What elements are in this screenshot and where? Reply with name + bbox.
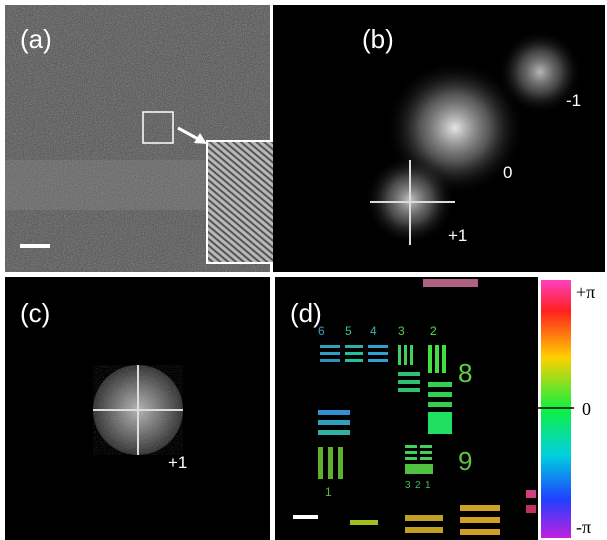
panel-label: (d) <box>290 298 322 328</box>
target-number: 4 <box>370 324 377 338</box>
panel-b: -1 0 +1 (b) <box>273 5 605 272</box>
order-minus1 <box>498 30 582 114</box>
target-number: 5 <box>345 324 352 338</box>
colorbar: +π 0 -π <box>538 280 595 538</box>
panel-d: 6 5 4 3 2 8 9 1 3 2 1 (d) <box>275 277 538 540</box>
colorbar-label: 0 <box>582 399 591 419</box>
panel-label: (b) <box>362 24 394 54</box>
colorbar-gradient <box>541 280 571 538</box>
order-label: -1 <box>566 91 581 110</box>
bar-groups <box>318 345 536 535</box>
order-label: 0 <box>503 163 512 182</box>
target-number: 3 <box>405 480 411 491</box>
target-number: 1 <box>325 485 332 499</box>
target-number: 6 <box>318 324 325 338</box>
target-number: 1 <box>425 480 431 491</box>
target-number: 8 <box>458 358 472 388</box>
edge-feature <box>423 279 478 287</box>
panel-label: (a) <box>20 24 52 54</box>
arrow-head <box>194 133 207 144</box>
panel-c: +1 (c) <box>5 277 270 540</box>
target-numbers: 6 5 4 3 2 8 9 1 3 2 1 <box>318 324 472 499</box>
target-number: 2 <box>430 324 437 338</box>
colorbar-label: +π <box>576 282 595 302</box>
order-label: +1 <box>168 453 187 472</box>
zoom-arrow <box>177 126 201 142</box>
target-number: 9 <box>458 446 472 476</box>
order-label: +1 <box>448 226 467 245</box>
target-number: 3 <box>398 324 405 338</box>
colorbar-label: -π <box>576 517 591 537</box>
phase-image <box>275 277 538 540</box>
panel-label: (c) <box>20 298 50 328</box>
target-number: 2 <box>415 480 421 491</box>
zoom-box <box>142 111 174 144</box>
